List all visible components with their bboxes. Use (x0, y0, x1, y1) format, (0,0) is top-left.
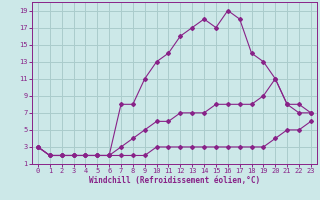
X-axis label: Windchill (Refroidissement éolien,°C): Windchill (Refroidissement éolien,°C) (89, 176, 260, 185)
